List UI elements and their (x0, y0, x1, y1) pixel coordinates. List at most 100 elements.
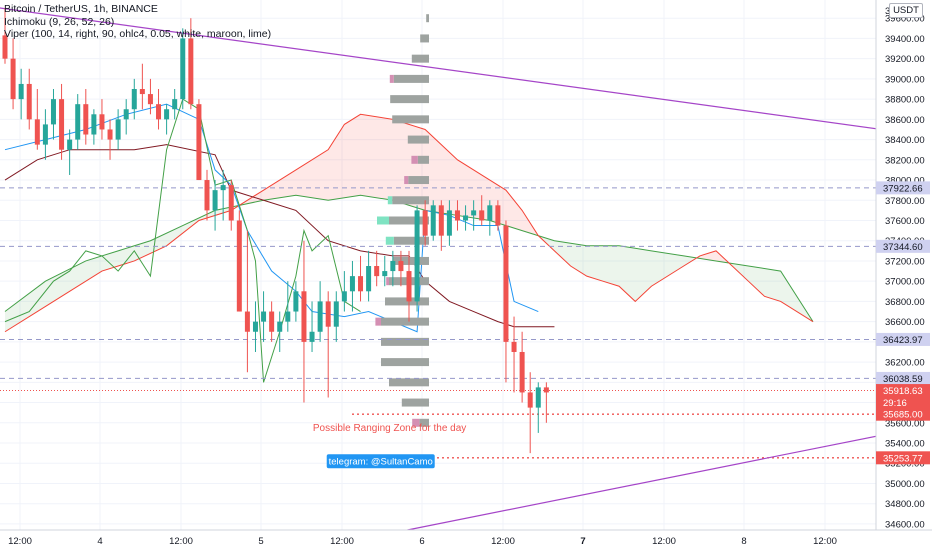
candle (333, 291, 339, 342)
candle (10, 38, 16, 110)
volume-profile-bar (392, 115, 429, 124)
candle-body (261, 311, 267, 322)
candle (519, 331, 525, 403)
candle (261, 291, 267, 342)
candle (204, 169, 210, 221)
candle (75, 94, 81, 150)
candle (107, 119, 113, 160)
volume-profile-bar (408, 176, 429, 185)
candle (511, 316, 517, 393)
price-level-label: 35685.00 (883, 410, 923, 421)
candle-body (212, 190, 218, 211)
candle (156, 89, 162, 130)
volume-profile-bar (407, 135, 429, 144)
price-tick-label: 38200.00 (885, 155, 925, 166)
candle-body (366, 266, 372, 292)
candle (527, 372, 533, 454)
candle (366, 250, 372, 302)
candle-body (309, 331, 315, 342)
candle-body (446, 210, 452, 236)
candle (438, 200, 444, 251)
time-tick-label: 12:00 (652, 536, 676, 547)
candle (309, 301, 315, 352)
candle (123, 99, 129, 135)
candle (471, 200, 477, 231)
candle-body (414, 210, 420, 302)
candle (172, 89, 178, 120)
time-tick-label: 6 (419, 536, 424, 547)
time-tick-label: 12:00 (330, 536, 354, 547)
candle (2, 8, 8, 64)
candle-body (123, 109, 129, 120)
ichimoku-cloud (5, 205, 240, 332)
volume-profile-bar (420, 34, 429, 43)
volume-profile-accent (375, 317, 381, 326)
candle-body (317, 301, 323, 332)
candle-body (107, 129, 113, 140)
candle-body (454, 210, 460, 221)
time-axis-bg (0, 530, 932, 550)
time-tick-label: 5 (258, 536, 263, 547)
candle (454, 200, 460, 231)
candle-body (50, 99, 56, 125)
candle-body (42, 124, 48, 145)
candle (535, 382, 541, 433)
candle-body (438, 205, 444, 236)
price-level-label: 36038.59 (883, 374, 923, 385)
currency-label[interactable]: USDT (889, 3, 923, 18)
candle-body (535, 387, 541, 408)
volume-profile-bar (381, 317, 429, 326)
price-tick-label: 35400.00 (885, 439, 925, 450)
annotation-telegram-bg (326, 454, 435, 469)
candle (180, 28, 186, 110)
legend-ichimoku[interactable]: Ichimoku (9, 26, 52, 26) (4, 15, 115, 28)
volume-profile-accent (385, 236, 394, 245)
candle-body (325, 301, 331, 327)
legend-viper[interactable]: Viper (100, 14, right, 90, ohlc4, 0.05, … (4, 28, 272, 40)
candle (188, 18, 194, 110)
chart-legend: Bitcoin / TetherUS, 1h, BINANCE Ichimoku… (4, 3, 271, 41)
candle-body (236, 220, 242, 312)
candle (212, 180, 218, 231)
candle (277, 311, 283, 352)
candle (543, 382, 549, 423)
legend-symbol[interactable]: Bitcoin / TetherUS, 1h, BINANCE (4, 3, 158, 15)
candle (164, 104, 170, 135)
volume-profile-bar (411, 54, 429, 63)
candle-body (301, 291, 307, 342)
candle (495, 200, 501, 231)
candle-body (463, 215, 469, 221)
price-tick-label: 37600.00 (885, 216, 925, 227)
volume-profile-bar (393, 74, 429, 83)
candle (228, 180, 234, 231)
price-tick-label: 39000.00 (885, 74, 925, 85)
candle (358, 255, 364, 302)
price-tick-label: 37800.00 (885, 196, 925, 207)
price-level-label: 37344.60 (883, 242, 923, 253)
price-tick-label: 38800.00 (885, 95, 925, 106)
candle (67, 129, 73, 175)
volume-profile-bar (417, 155, 429, 164)
candle-body (2, 35, 8, 59)
candle (252, 301, 258, 352)
candle-body (180, 38, 186, 100)
candle-body (503, 225, 509, 342)
candle-body (406, 271, 412, 302)
candle (487, 200, 493, 236)
time-tick-label: 12:00 (813, 536, 837, 547)
candle-body (18, 83, 24, 100)
candle-body (26, 83, 32, 120)
annotation-telegram: telegram: @SultanCamo (329, 457, 433, 468)
candle-body (139, 89, 145, 95)
candle-body (422, 210, 428, 236)
candle (83, 89, 89, 145)
trendline (407, 427, 919, 531)
price-level-label-bg (876, 407, 930, 421)
price-level-label: 35253.77 (883, 453, 923, 464)
volume-profile-bar (390, 95, 429, 104)
candle (269, 301, 275, 342)
candle (59, 83, 65, 160)
candle-body (390, 260, 396, 272)
volume-profile-accent (411, 155, 418, 164)
